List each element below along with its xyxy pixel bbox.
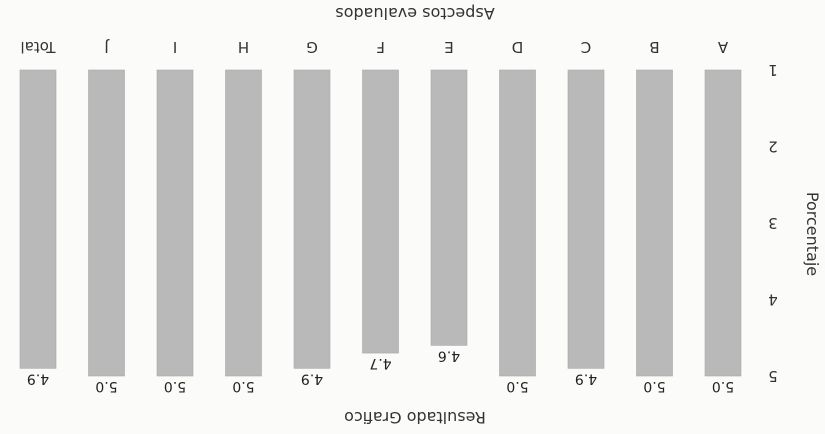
bars bbox=[19, 69, 742, 377]
category-label-d: D bbox=[512, 38, 524, 56]
category-label-i: I bbox=[173, 38, 177, 56]
bar-e bbox=[430, 69, 468, 346]
value-label-e: 4.6 bbox=[438, 347, 460, 363]
value-label-c: 4.9 bbox=[575, 370, 597, 386]
bar-g bbox=[293, 69, 331, 369]
category-label-g: G bbox=[306, 38, 318, 56]
y-tick-label: 1 bbox=[768, 61, 778, 79]
bar-total bbox=[19, 69, 57, 369]
value-label-h: 5.0 bbox=[232, 378, 254, 394]
bar-i bbox=[156, 69, 194, 377]
category-label-b: B bbox=[649, 38, 659, 56]
value-label-f: 4.7 bbox=[369, 355, 391, 371]
bar-h bbox=[225, 69, 262, 377]
bar-f bbox=[362, 69, 399, 354]
y-tick-label: 2 bbox=[768, 138, 778, 156]
value-label-i: 5.0 bbox=[164, 378, 186, 394]
bar-j bbox=[88, 69, 125, 377]
bar-b bbox=[636, 69, 673, 377]
y-tick-label: 5 bbox=[768, 367, 778, 385]
category-label-f: F bbox=[376, 38, 385, 56]
value-label-b: 5.0 bbox=[643, 378, 665, 394]
category-label-e: E bbox=[444, 38, 453, 56]
value-labels: 5.0 5.0 4.9 5.0 4.6 4.7 4.9 5.0 5.0 5.0 4.9 bbox=[27, 347, 734, 394]
y-axis-ticks: 1 2 3 4 5 bbox=[768, 61, 778, 385]
category-label-h: H bbox=[238, 38, 249, 56]
category-labels: A B C D E F G H I J Total bbox=[20, 38, 728, 56]
value-label-d: 5.0 bbox=[506, 378, 528, 394]
category-label-a: A bbox=[717, 38, 728, 56]
x-axis-title: Aspectos evaluados bbox=[335, 4, 494, 23]
value-label-a: 5.0 bbox=[712, 378, 734, 394]
value-label-g: 4.9 bbox=[301, 370, 323, 386]
bar-a bbox=[704, 69, 742, 377]
category-label-total: Total bbox=[20, 38, 56, 56]
bar-c bbox=[567, 69, 605, 369]
y-axis-title: Porcentaje bbox=[803, 192, 822, 276]
category-label-j: J bbox=[104, 38, 109, 56]
y-tick-label: 3 bbox=[768, 214, 778, 232]
chart-title: Resultado Grafico bbox=[344, 408, 486, 427]
value-label-j: 5.0 bbox=[95, 378, 117, 394]
category-label-c: C bbox=[581, 38, 591, 56]
bar-d bbox=[499, 69, 536, 377]
y-tick-label: 4 bbox=[768, 291, 778, 309]
value-label-total: 4.9 bbox=[27, 370, 49, 386]
